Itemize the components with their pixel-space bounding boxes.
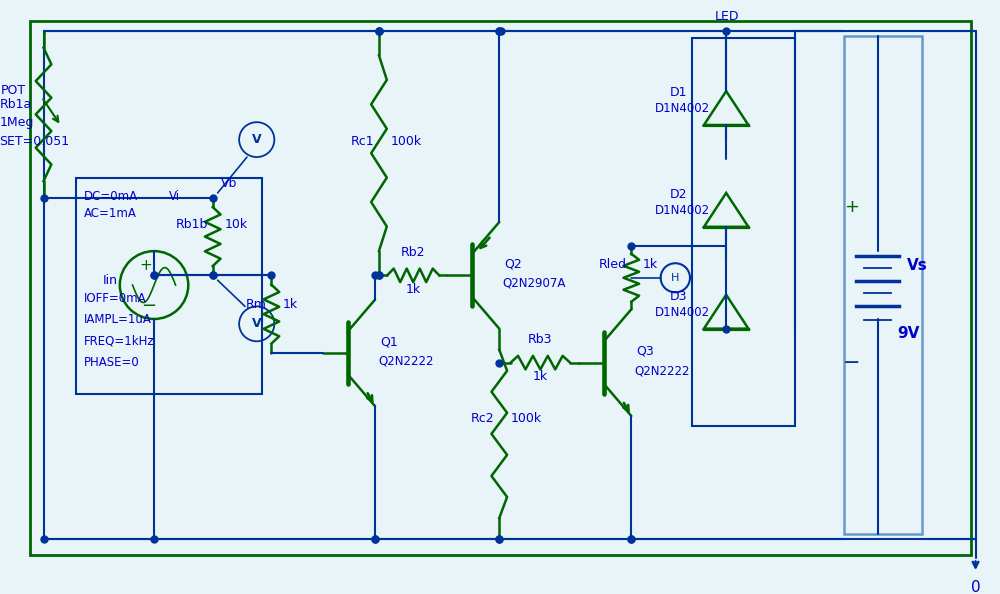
Text: SET=0.051: SET=0.051 bbox=[0, 135, 70, 148]
Text: FREQ=1kHz: FREQ=1kHz bbox=[84, 334, 154, 347]
Text: 1k: 1k bbox=[283, 298, 298, 311]
Text: Rc1: Rc1 bbox=[350, 135, 374, 148]
Text: 1k: 1k bbox=[533, 370, 548, 383]
Text: 1Meg: 1Meg bbox=[0, 116, 34, 129]
Text: 9V: 9V bbox=[897, 326, 920, 341]
Text: 10k: 10k bbox=[224, 219, 248, 232]
Text: Vb: Vb bbox=[221, 177, 237, 190]
Text: Rc2: Rc2 bbox=[471, 412, 494, 425]
Text: H: H bbox=[671, 273, 679, 283]
Text: Q1: Q1 bbox=[380, 335, 398, 348]
Text: D1N4002: D1N4002 bbox=[655, 103, 710, 115]
Text: Iin: Iin bbox=[103, 274, 118, 287]
Text: −: − bbox=[843, 353, 860, 372]
Text: IOFF=0mA: IOFF=0mA bbox=[84, 292, 146, 305]
Text: Rb2: Rb2 bbox=[401, 246, 425, 259]
Text: Q3: Q3 bbox=[636, 345, 654, 358]
Text: D1N4002: D1N4002 bbox=[655, 204, 710, 217]
Text: Q2N2222: Q2N2222 bbox=[378, 355, 434, 368]
Text: Rled: Rled bbox=[598, 258, 626, 271]
Bar bbox=[76, 178, 262, 394]
Text: 100k: 100k bbox=[511, 412, 542, 425]
Text: Vi: Vi bbox=[169, 189, 180, 203]
Text: Q2N2907A: Q2N2907A bbox=[502, 277, 566, 290]
Text: 0: 0 bbox=[971, 580, 980, 594]
Text: 1k: 1k bbox=[643, 258, 658, 271]
Text: Vs: Vs bbox=[907, 258, 928, 273]
Text: Rm: Rm bbox=[246, 298, 267, 311]
Text: Rb1b: Rb1b bbox=[175, 219, 208, 232]
Text: DC=0mA: DC=0mA bbox=[84, 189, 138, 203]
Text: V: V bbox=[252, 317, 262, 330]
Text: AC=1mA: AC=1mA bbox=[84, 207, 137, 220]
Text: 100k: 100k bbox=[391, 135, 422, 148]
Text: LED: LED bbox=[714, 10, 739, 23]
Text: +: + bbox=[140, 258, 153, 273]
Text: Rb1a: Rb1a bbox=[0, 98, 32, 111]
Text: D3: D3 bbox=[670, 290, 687, 302]
Text: D1: D1 bbox=[670, 86, 687, 99]
Text: −: − bbox=[142, 298, 157, 315]
Text: D1N4002: D1N4002 bbox=[655, 306, 710, 319]
Text: V: V bbox=[252, 133, 262, 146]
Text: 1k: 1k bbox=[406, 283, 421, 296]
Bar bbox=[692, 38, 795, 426]
Bar bbox=[844, 36, 922, 534]
Text: Q2N2222: Q2N2222 bbox=[634, 364, 690, 377]
Text: Rb3: Rb3 bbox=[528, 333, 553, 346]
Text: +: + bbox=[844, 198, 859, 216]
Text: IAMPL=1uA: IAMPL=1uA bbox=[84, 313, 152, 326]
Text: Q2: Q2 bbox=[504, 258, 522, 271]
Text: D2: D2 bbox=[670, 188, 687, 201]
Text: POT: POT bbox=[1, 84, 26, 97]
Text: PHASE=0: PHASE=0 bbox=[84, 356, 139, 368]
